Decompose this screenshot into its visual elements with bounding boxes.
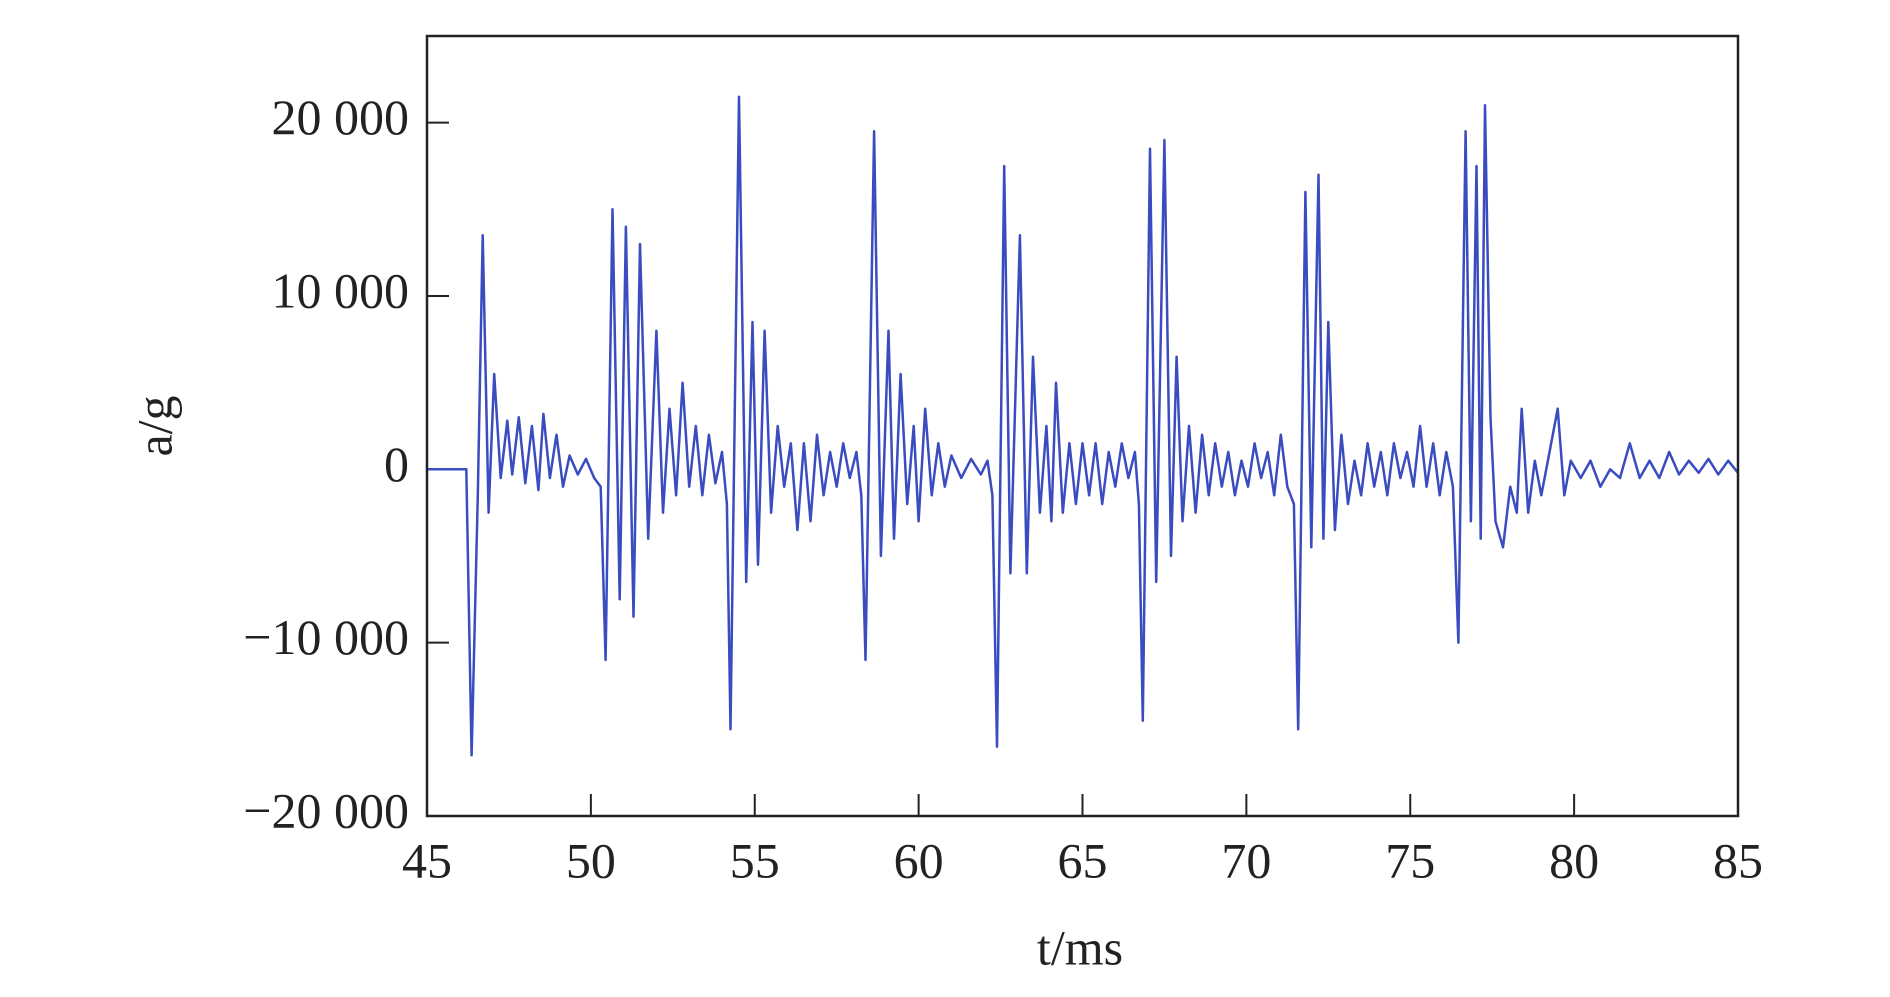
x-tick-label: 60 [894,832,944,888]
x-axis-label: t/ms [1037,919,1123,975]
x-tick-label: 55 [730,832,780,888]
y-tick-label: 10 000 [272,262,410,318]
y-axis-label: a/g [126,395,182,456]
data-line [427,95,1739,757]
x-tick-label: 85 [1713,832,1763,888]
x-tick-label: 80 [1549,832,1599,888]
x-tick-label: 70 [1221,832,1271,888]
x-tick-label: 50 [566,832,616,888]
y-tick-label: 20 000 [272,89,410,145]
y-tick-label: −10 000 [243,609,409,665]
x-tick-label: 45 [402,832,452,888]
plot-frame [425,34,1740,818]
x-tick-label: 65 [1058,832,1108,888]
y-tick-label: 0 [384,436,409,492]
y-tick-label: −20 000 [243,782,409,838]
x-tick-label: 75 [1385,832,1435,888]
